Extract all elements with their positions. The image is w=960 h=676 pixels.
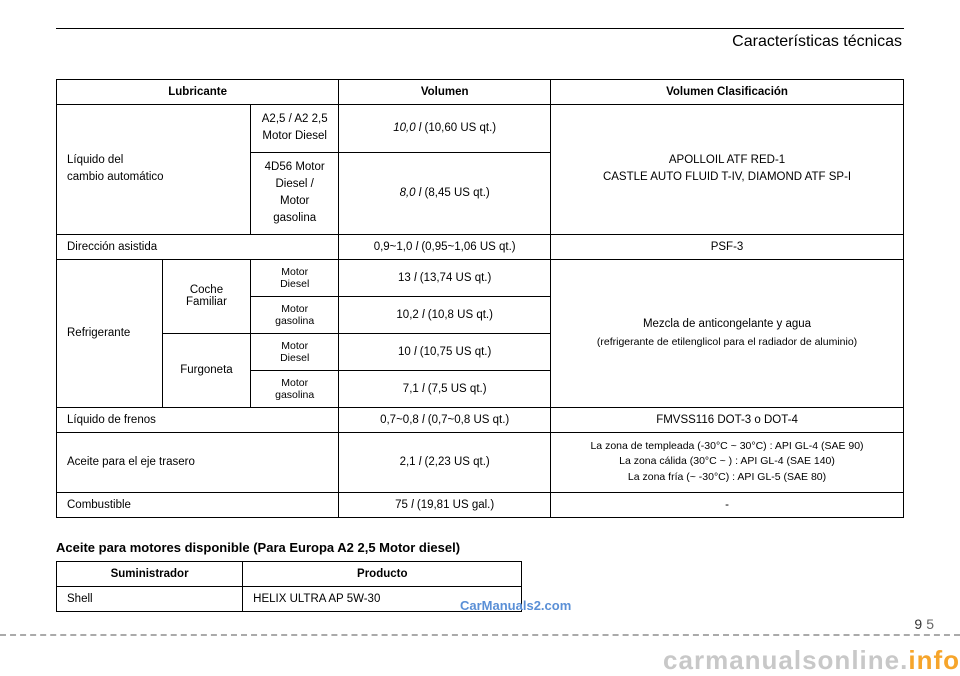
cell-coche: Coche Familiar bbox=[162, 259, 250, 333]
cell-eje-vol: 2,1 l (2,23 US qt.) bbox=[339, 432, 551, 492]
page-num-a: 9 bbox=[914, 616, 926, 632]
cell-furg-gas: Motor gasolina bbox=[251, 370, 339, 407]
main-specs-table: Lubricante Volumen Volumen Clasificación… bbox=[56, 79, 904, 518]
cell-frenos: Líquido de frenos bbox=[57, 407, 339, 432]
cell-eje-clasif: La zona de templeada (-30°C ~ 30°C) : AP… bbox=[551, 432, 904, 492]
page-title: Características técnicas bbox=[56, 33, 904, 51]
header-rule bbox=[56, 28, 904, 29]
watermark-carmanuals2: CarManuals2.com bbox=[460, 598, 571, 613]
cell-lc-sub2-vol: 8,0 l (8,45 US qt.) bbox=[339, 152, 551, 234]
cell-refrig: Refrigerante bbox=[57, 259, 163, 407]
cell-coche-gas: Motor gasolina bbox=[251, 296, 339, 333]
col-volumen: Volumen bbox=[339, 80, 551, 105]
col-producto: Producto bbox=[243, 561, 522, 586]
secondary-table: Suministrador Producto Shell HELIX ULTRA… bbox=[56, 561, 522, 612]
col-lubricante: Lubricante bbox=[57, 80, 339, 105]
col-suministrador: Suministrador bbox=[57, 561, 243, 586]
cell-coche-diesel-vol: 13 l (13,74 US qt.) bbox=[339, 259, 551, 296]
cell-shell: Shell bbox=[57, 586, 243, 611]
cell-eje: Aceite para el eje trasero bbox=[57, 432, 339, 492]
watermark-carmanualsonline: carmanualsonline.info bbox=[663, 645, 960, 676]
refrig-clasif-l2: (refrigerante de etilenglicol para el ra… bbox=[559, 336, 895, 348]
cell-coche-diesel: Motor Diesel bbox=[251, 259, 339, 296]
cell-coche-gas-vol: 10,2 l (10,8 US qt.) bbox=[339, 296, 551, 333]
cell-frenos-clasif: FMVSS116 DOT-3 o DOT-4 bbox=[551, 407, 904, 432]
cell-direccion: Dirección asistida bbox=[57, 234, 339, 259]
footer-dashed-line bbox=[0, 634, 960, 636]
subheading: Aceite para motores disponible (Para Eur… bbox=[56, 540, 904, 555]
cell-lc-sub2: 4D56 Motor Diesel / Motor gasolina bbox=[251, 152, 339, 234]
refrig-clasif-l1: Mezcla de anticongelante y agua bbox=[559, 318, 895, 330]
cell-lc-sub1: A2,5 / A2 2,5 Motor Diesel bbox=[251, 105, 339, 153]
wm2-a: carmanualsonline. bbox=[663, 645, 908, 675]
cell-refrig-clasif: Mezcla de anticongelante y agua (refrige… bbox=[551, 259, 904, 407]
page-num-b: 5 bbox=[926, 616, 938, 632]
cell-furg-diesel: Motor Diesel bbox=[251, 333, 339, 370]
cell-furg-diesel-vol: 10 l (10,75 US qt.) bbox=[339, 333, 551, 370]
cell-combust-vol: 75 l (19,81 US gal.) bbox=[339, 492, 551, 517]
cell-lc-clasif: APOLLOIL ATF RED-1 CASTLE AUTO FLUID T-I… bbox=[551, 105, 904, 235]
cell-direccion-clasif: PSF-3 bbox=[551, 234, 904, 259]
wm2-b: info bbox=[908, 645, 960, 675]
page-number: 95 bbox=[914, 616, 938, 632]
col-clasificacion: Volumen Clasificación bbox=[551, 80, 904, 105]
cell-furg: Furgoneta bbox=[162, 333, 250, 407]
cell-combust-clasif: - bbox=[551, 492, 904, 517]
cell-lc-sub1-vol: 10,0 l (10,60 US qt.) bbox=[339, 105, 551, 153]
cell-liquido-cambio: Líquido del cambio automático bbox=[57, 105, 251, 235]
cell-furg-gas-vol: 7,1 l (7,5 US qt.) bbox=[339, 370, 551, 407]
cell-combust: Combustible bbox=[57, 492, 339, 517]
cell-direccion-vol: 0,9~1,0 l (0,95~1,06 US qt.) bbox=[339, 234, 551, 259]
cell-frenos-vol: 0,7~0,8 l (0,7~0,8 US qt.) bbox=[339, 407, 551, 432]
